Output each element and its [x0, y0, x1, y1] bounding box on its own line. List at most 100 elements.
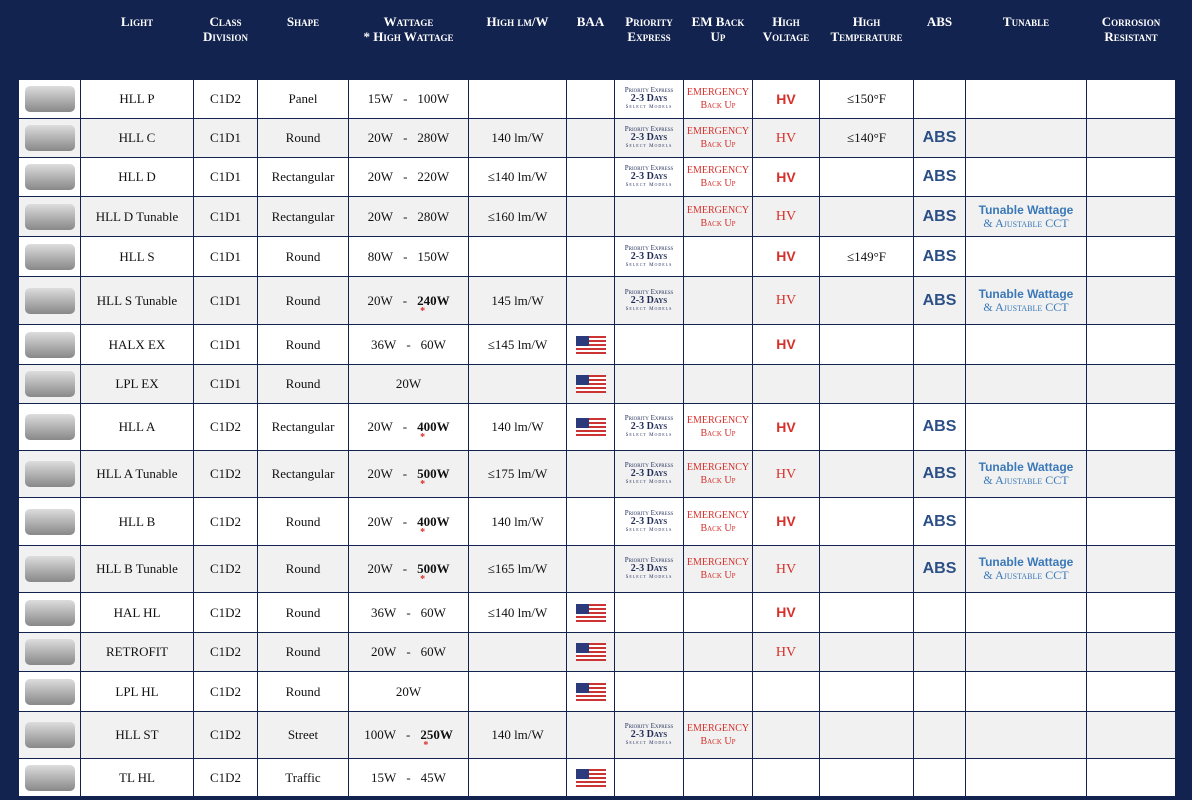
wattage-dash: -	[402, 513, 408, 529]
wattage-min: 20W	[395, 376, 422, 391]
class-division: C1D1	[193, 196, 258, 237]
baa	[566, 545, 615, 593]
round-light-image	[24, 287, 75, 314]
high-voltage: HV	[752, 196, 820, 237]
hv-badge: HV	[775, 561, 797, 577]
wattage-max: 240W *	[417, 293, 450, 317]
pe-select: Select Models	[625, 741, 673, 746]
light-name: HLL C	[80, 118, 194, 158]
wattage-min: 36W	[371, 336, 397, 352]
wattage-max: 100W	[417, 91, 449, 107]
abs: ABS	[913, 276, 966, 325]
pe-select: Select Models	[625, 144, 673, 149]
hv-badge: HV	[775, 644, 797, 660]
light-image	[18, 592, 81, 633]
priority-express-badge: Priority Express 2-3 Days Select Models	[616, 509, 683, 535]
shape: Traffic	[257, 758, 349, 797]
high-temperature	[819, 403, 914, 451]
shape: Round	[257, 545, 349, 593]
pe-select: Select Models	[625, 527, 673, 533]
em-sub: Back Up	[700, 522, 736, 534]
baa	[566, 592, 615, 633]
wattage-min: 20W	[371, 644, 397, 659]
table-row: HLL B Tunable C1D2 Round 20W -500W * ≤165 lm/W…	[18, 545, 1176, 593]
light-name: HLL B Tunable	[80, 545, 194, 593]
lumens-per-watt	[468, 758, 567, 797]
wattage-min: 80W	[367, 248, 394, 264]
shape: Round	[257, 592, 349, 633]
abs: ABS	[913, 403, 966, 451]
tunable	[965, 79, 1087, 119]
wattage-dash: -	[403, 208, 408, 224]
wattage-max: 60W	[421, 605, 446, 621]
high-voltage: HV	[752, 276, 820, 325]
wattage-min: 36W	[371, 604, 397, 620]
corrosion-resistant	[1086, 196, 1176, 237]
tunable	[965, 497, 1087, 546]
abs-badge: ABS	[922, 512, 957, 530]
em-sub: Back Up	[700, 570, 736, 581]
corrosion-resistant	[1086, 276, 1176, 325]
us-flag-icon	[575, 418, 606, 436]
wattage-min: 20W	[367, 513, 393, 529]
corrosion-resistant	[1086, 324, 1176, 365]
baa	[566, 364, 615, 404]
tunable-badge: Tunable Wattage & Ajustable CCT	[967, 287, 1086, 314]
light-name: HLL D	[80, 157, 194, 197]
light-name: HLL ST	[80, 711, 194, 759]
pe-title: Priority Express	[624, 461, 674, 469]
baa	[566, 671, 615, 712]
wattage: 15W -100W	[348, 79, 469, 119]
tunable-badge: Tunable Wattage & Ajustable CCT	[967, 461, 1086, 487]
us-flag-icon	[575, 603, 606, 622]
wattage-dash: -	[406, 769, 411, 785]
light-image	[18, 196, 81, 237]
wattage-min: 20W	[367, 419, 393, 434]
em-backup	[683, 236, 753, 277]
high-temperature	[819, 671, 914, 712]
wattage: 20W -400W *	[348, 497, 469, 546]
pe-title: Priority Express	[624, 414, 674, 422]
wattage-dash: -	[402, 466, 408, 481]
priority-express: Priority Express 2-3 Days Select Models	[614, 450, 684, 498]
baa	[566, 758, 615, 797]
abs-badge: ABS	[922, 129, 957, 146]
us-flag-icon	[575, 643, 606, 661]
tunable-title: Tunable Wattage	[978, 555, 1074, 569]
tunable: Tunable Wattage & Ajustable CCT	[965, 196, 1087, 237]
pe-days: 2-3 Days	[630, 563, 668, 574]
wattage: 20W -240W *	[348, 276, 469, 325]
round-light-image	[24, 371, 75, 397]
emergency-badge: EMERGENCY Back Up	[685, 509, 752, 535]
wattage-min: 20W	[395, 683, 422, 699]
abs-badge: ABS	[922, 291, 957, 309]
tunable: Tunable Wattage & Ajustable CCT	[965, 545, 1087, 593]
high-temperature	[819, 276, 914, 325]
tunable	[965, 758, 1087, 797]
wattage: 20W -400W *	[348, 403, 469, 451]
abs-badge: ABS	[922, 418, 957, 435]
high-voltage: HV	[752, 79, 820, 119]
em-backup: EMERGENCY Back Up	[683, 118, 753, 158]
shape: Round	[257, 632, 349, 672]
wattage-dash: -	[402, 561, 408, 576]
lumens-per-watt: 140 lm/W	[468, 403, 567, 451]
light-name: HLL P	[80, 79, 194, 119]
baa	[566, 118, 615, 158]
emergency-badge: EMERGENCY Back Up	[685, 204, 752, 230]
table-row: HLL S Tunable C1D1 Round 20W -240W * 145 lm/W P…	[18, 276, 1176, 325]
wattage-max: 500W *	[417, 561, 450, 585]
high-voltage	[752, 671, 820, 712]
class-division: C1D1	[193, 276, 258, 325]
wattage-dash: -	[403, 91, 408, 106]
wattage-dash: -	[406, 336, 411, 352]
pe-days: 2-3 Days	[630, 294, 668, 306]
tunable	[965, 236, 1087, 277]
light-name: HLL A Tunable	[80, 450, 194, 498]
high-temperature	[819, 711, 914, 759]
high-voltage: HV	[752, 236, 820, 277]
em-title: EMERGENCY	[686, 462, 750, 473]
priority-express-badge: Priority Express 2-3 Days Select Models	[616, 86, 683, 112]
shape: Panel	[257, 79, 349, 119]
tunable	[965, 118, 1087, 158]
